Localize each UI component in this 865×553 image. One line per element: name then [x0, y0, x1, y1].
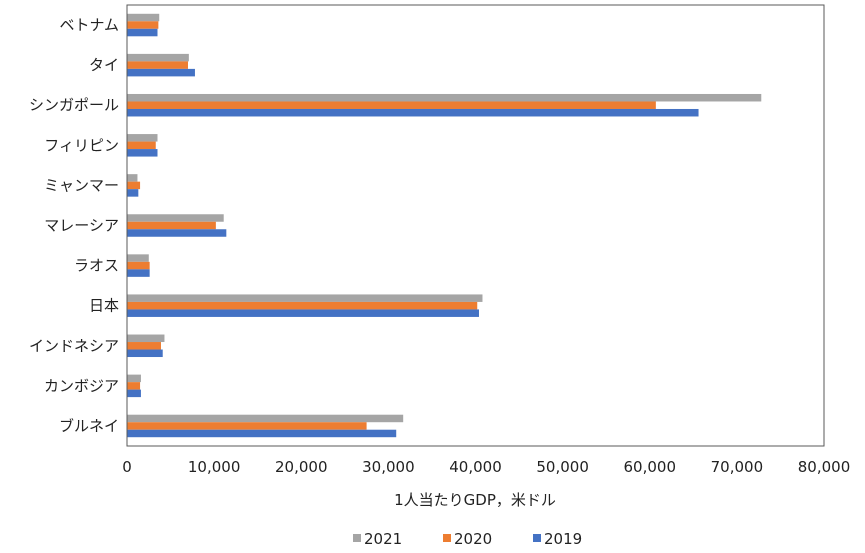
category-label: インドネシア — [29, 337, 119, 355]
x-tick-label: 0 — [122, 458, 132, 476]
bar-2021-9 — [127, 374, 141, 383]
legend-swatch-2019 — [533, 534, 541, 542]
bar-2020-8 — [127, 342, 161, 350]
legend: 2021 2020 2019 — [353, 530, 582, 548]
category-label: フィリピン — [44, 136, 119, 154]
category-label: 日本 — [89, 297, 119, 315]
bar-2020-5 — [127, 221, 216, 230]
bar-2019-10 — [127, 429, 397, 438]
category-label: ミャンマー — [44, 176, 119, 194]
bar-2021-10 — [127, 414, 404, 423]
bar-2020-2 — [127, 101, 656, 109]
bar-2020-7 — [127, 301, 478, 310]
bar-2019-9 — [127, 389, 141, 398]
bar-2020-4 — [127, 181, 141, 190]
legend-label: 2021 — [364, 530, 402, 548]
bar-2021-1 — [127, 53, 189, 62]
bar-2019-2 — [127, 108, 699, 117]
bar-2020-0 — [127, 21, 159, 29]
x-tick-label: 30,000 — [362, 458, 415, 476]
legend-swatch-2020 — [443, 534, 451, 542]
bar-2020-1 — [127, 61, 188, 69]
x-tick-label: 50,000 — [536, 458, 589, 476]
x-tick-label: 20,000 — [275, 458, 328, 476]
category-label: ベトナム — [59, 16, 119, 34]
bar-2019-5 — [127, 229, 227, 237]
bar-2021-3 — [127, 134, 158, 142]
x-tick-label: 10,000 — [188, 458, 241, 476]
legend-label: 2019 — [544, 530, 582, 548]
category-label: ブルネイ — [59, 417, 119, 435]
bar-2021-8 — [127, 334, 165, 343]
category-label: カンボジア — [44, 377, 119, 395]
legend-label: 2020 — [454, 530, 492, 548]
x-axis-title: 1人当たりGDP，米ドル — [394, 491, 556, 509]
bar-2019-4 — [127, 189, 139, 197]
category-label: マレーシア — [44, 217, 119, 235]
bar-2019-6 — [127, 269, 150, 277]
category-labels: ベトナムタイシンガポールフィリピンミャンマーマレーシアラオス日本インドネシアカン… — [29, 16, 119, 435]
bar-2019-7 — [127, 309, 479, 317]
x-tick-labels: 0 10,000 20,000 30,000 40,000 50,000 60,000 70,… — [122, 458, 850, 476]
bars-group — [127, 13, 762, 438]
bar-2019-8 — [127, 349, 163, 358]
x-tick-label: 60,000 — [624, 458, 677, 476]
bar-2021-2 — [127, 93, 762, 102]
category-label: タイ — [89, 56, 119, 74]
bar-2021-4 — [127, 174, 138, 182]
bar-2020-9 — [127, 382, 141, 390]
plot-area-frame — [126, 4, 825, 447]
x-tick-label: 40,000 — [449, 458, 502, 476]
legend-swatch-2021 — [353, 534, 361, 542]
category-label: ラオス — [74, 257, 119, 275]
x-tick-label: 70,000 — [711, 458, 764, 476]
x-tick-label: 80,000 — [798, 458, 851, 476]
bar-2021-7 — [127, 294, 483, 302]
bar-2019-0 — [127, 28, 158, 37]
bar-2019-1 — [127, 68, 195, 77]
category-label: シンガポール — [29, 96, 119, 114]
bar-2019-3 — [127, 149, 158, 157]
bar-2020-3 — [127, 141, 156, 150]
bar-2020-10 — [127, 422, 367, 430]
bar-2021-0 — [127, 13, 160, 22]
bar-2021-5 — [127, 214, 224, 222]
bar-2020-6 — [127, 261, 150, 270]
bar-2021-6 — [127, 254, 149, 262]
